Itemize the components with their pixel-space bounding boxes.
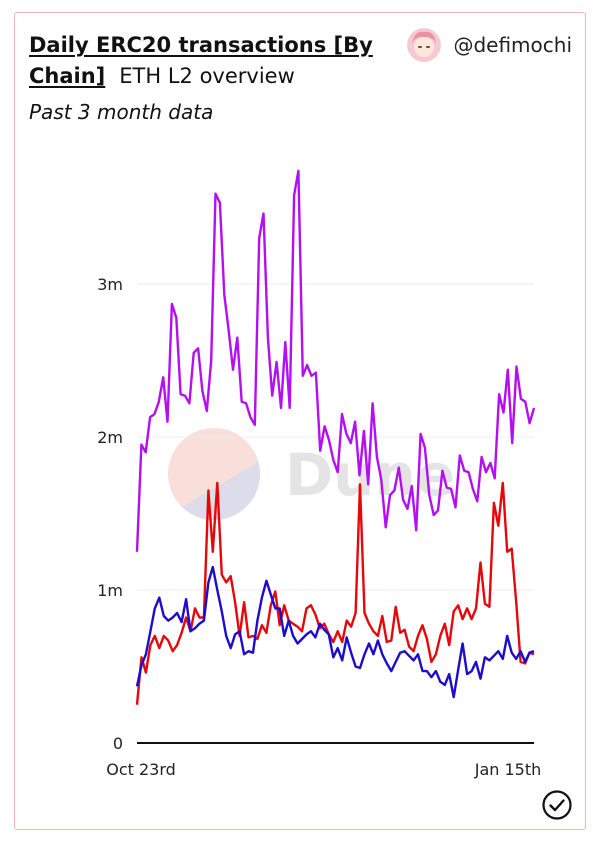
x-axis: Oct 23rd Jan 15th: [106, 760, 541, 779]
y-tick-label: 1m: [97, 581, 123, 600]
y-tick-label: 0: [113, 734, 123, 753]
author-handle[interactable]: @defimochi: [453, 33, 572, 57]
chart-card: [14, 12, 586, 830]
header-block: Daily ERC20 transactions [By Chain] ETH L…: [29, 30, 389, 124]
chart-subtitle: ETH L2 overview: [119, 64, 295, 88]
chart-caption: Past 3 month data: [29, 100, 214, 124]
y-tick-label: 2m: [97, 428, 123, 447]
title-line: Daily ERC20 transactions [By Chain] ETH L…: [29, 30, 389, 92]
series-line-2[interactable]: [135, 565, 535, 699]
x-tick-label-start: Oct 23rd: [106, 760, 176, 779]
anime-avatar-icon: [407, 28, 442, 62]
series-lines: [135, 169, 536, 705]
verified-check-icon[interactable]: [541, 789, 573, 825]
x-tick-label-end: Jan 15th: [474, 760, 542, 779]
y-axis: 0 1m 2m 3m: [97, 275, 123, 753]
author-badge[interactable]: @defimochi: [407, 28, 572, 62]
grid: [137, 283, 534, 744]
series-line-0[interactable]: [135, 169, 536, 552]
y-tick-label: 3m: [97, 275, 123, 294]
chart-title[interactable]: Daily ERC20 transactions [By Chain]: [29, 33, 373, 88]
